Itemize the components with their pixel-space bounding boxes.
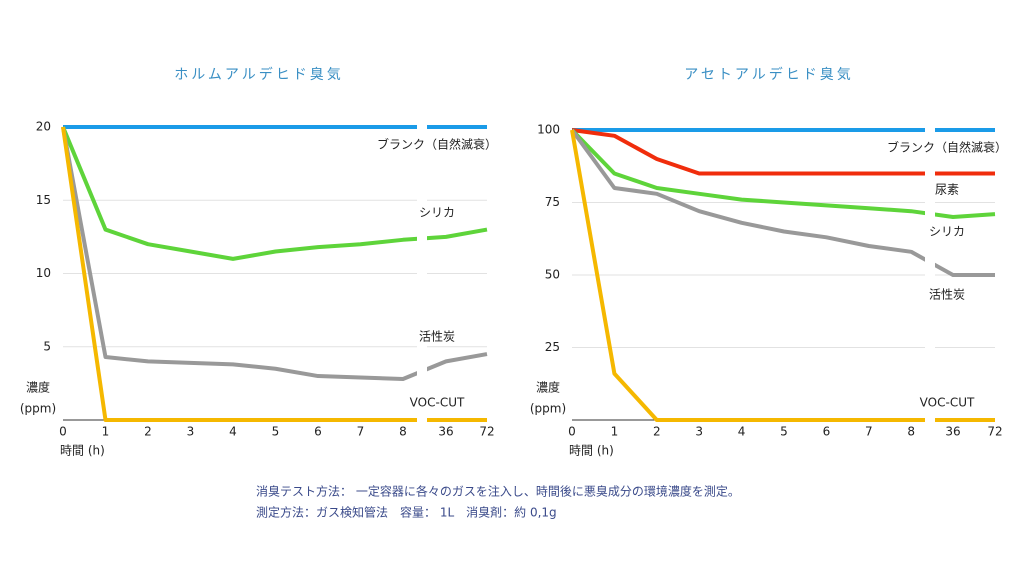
series-label: ブランク（自然滅衰） <box>887 140 1007 155</box>
x-tick-label: 7 <box>865 425 873 439</box>
x-tick-label: 6 <box>823 425 831 439</box>
x-tick-label: 3 <box>187 425 195 439</box>
y-tick-label: 75 <box>545 195 560 209</box>
y-axis-label: (ppm) <box>530 402 566 416</box>
x-tick-label: 4 <box>738 425 746 439</box>
series-label: VOC-CUT <box>410 396 465 410</box>
x-tick-label: 72 <box>479 425 494 439</box>
x-tick-label: 72 <box>987 425 1002 439</box>
x-tick-label: 5 <box>272 425 280 439</box>
series-label: シリカ <box>419 206 455 220</box>
x-tick-label: 5 <box>780 425 788 439</box>
x-tick-label: 1 <box>102 425 110 439</box>
series-label: VOC-CUT <box>920 396 975 410</box>
x-tick-label: 8 <box>399 425 407 439</box>
series-label: 尿素 <box>935 183 959 197</box>
y-tick-label: 25 <box>545 340 560 354</box>
y-tick-label: 50 <box>545 268 560 282</box>
axis-break <box>925 120 935 424</box>
series-label: ブランク（自然滅衰） <box>377 137 497 152</box>
x-axis-label: 時間 (h) <box>569 444 614 458</box>
y-tick-label: 10 <box>36 266 51 280</box>
y-axis-label: 濃度 <box>536 380 560 395</box>
y-tick-label: 20 <box>36 120 51 134</box>
axis-break <box>417 117 427 424</box>
x-tick-label: 2 <box>144 425 152 439</box>
y-tick-label: 15 <box>36 193 51 207</box>
y-tick-label: 100 <box>537 123 560 137</box>
series-label: 活性炭 <box>929 288 965 302</box>
x-tick-label: 7 <box>357 425 365 439</box>
x-tick-label: 36 <box>945 425 960 439</box>
x-axis-label: 時間 (h) <box>60 444 105 458</box>
x-tick-label: 8 <box>907 425 915 439</box>
x-tick-label: 3 <box>695 425 703 439</box>
note: 測定方法：ガス検知管法 容量： 1L 消臭剤：約 0,1g <box>256 505 557 520</box>
x-tick-label: 36 <box>438 425 453 439</box>
y-axis-label: (ppm) <box>20 402 56 416</box>
x-tick-label: 6 <box>314 425 322 439</box>
note: 消臭テスト方法： 一定容器に各々のガスを注入し、時間後に悪臭成分の環境濃度を測定… <box>256 484 740 499</box>
series-label: 活性炭 <box>419 330 455 344</box>
x-tick-label: 2 <box>653 425 661 439</box>
chart-title: アセトアルデヒド臭気 <box>684 66 854 83</box>
chart-title: ホルムアルデヒド臭気 <box>174 66 344 83</box>
x-tick-label: 0 <box>568 425 576 439</box>
series-label: シリカ <box>929 225 965 239</box>
x-tick-label: 0 <box>59 425 67 439</box>
x-tick-label: 1 <box>611 425 619 439</box>
x-tick-label: 4 <box>229 425 237 439</box>
y-tick-label: 5 <box>43 339 51 353</box>
y-axis-label: 濃度 <box>26 380 50 395</box>
